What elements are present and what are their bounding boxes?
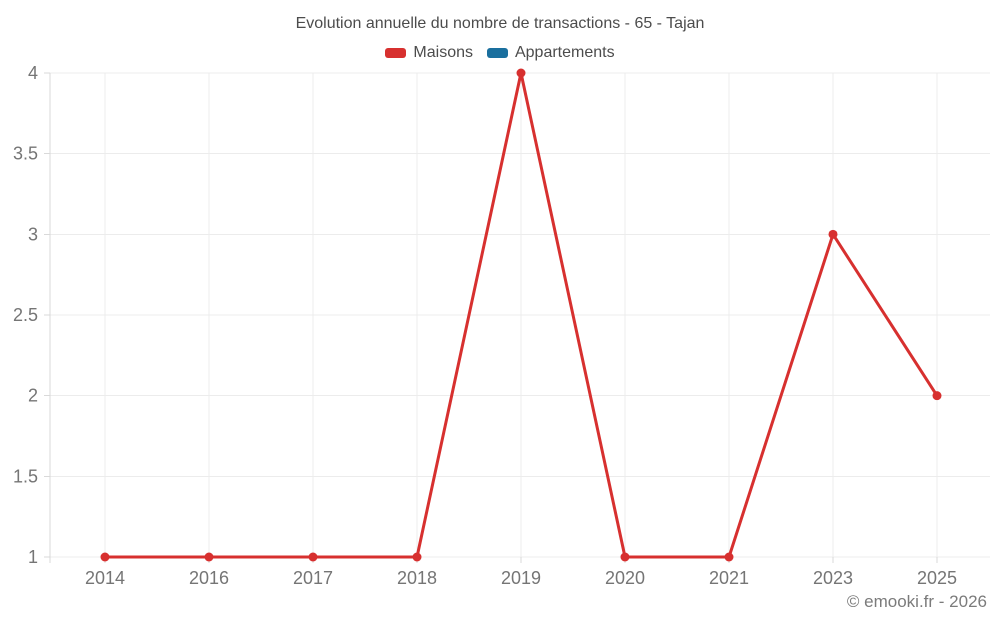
x-axis-label: 2018 (397, 568, 437, 588)
y-axis-label: 2.5 (13, 305, 38, 325)
data-point-maisons-2016[interactable] (204, 552, 214, 562)
data-point-maisons-2018[interactable] (412, 552, 422, 562)
data-point-maisons-2025[interactable] (932, 391, 942, 401)
legend-item-maisons[interactable]: Maisons (385, 44, 473, 62)
copyright-text: © emooki.fr - 2026 (846, 592, 987, 611)
x-axis-label: 2020 (605, 568, 645, 588)
x-axis-label: 2023 (813, 568, 853, 588)
x-axis-label: 2019 (501, 568, 541, 588)
legend-label-maisons: Maisons (413, 44, 473, 61)
chart-title: Evolution annuelle du nombre de transact… (295, 15, 705, 32)
x-axis-label: 2021 (709, 568, 749, 588)
x-axis-label: 2014 (85, 568, 125, 588)
x-axis-label: 2017 (293, 568, 333, 588)
y-axis-label: 2 (28, 386, 38, 406)
chart-legend: Maisons Appartements (0, 44, 1000, 62)
y-axis-label: 4 (28, 63, 38, 83)
data-point-maisons-2014[interactable] (100, 552, 110, 562)
legend-item-appartements[interactable]: Appartements (486, 44, 615, 62)
data-point-maisons-2023[interactable] (828, 229, 838, 239)
data-point-maisons-2017[interactable] (308, 552, 318, 562)
legend-swatch-appartements-icon (486, 48, 508, 58)
data-point-maisons-2019[interactable] (516, 68, 526, 78)
x-axis-label: 2025 (917, 568, 957, 588)
legend-swatch-maisons-icon (385, 48, 407, 58)
data-point-maisons-2021[interactable] (724, 552, 734, 562)
y-axis-label: 3 (28, 224, 38, 244)
x-axis-label: 2016 (189, 568, 229, 588)
y-axis-label: 3.5 (13, 144, 38, 164)
y-axis-label: 1.5 (13, 466, 38, 486)
data-point-maisons-2020[interactable] (620, 552, 630, 562)
legend-label-appartements: Appartements (514, 44, 615, 61)
y-axis-label: 1 (28, 547, 38, 567)
